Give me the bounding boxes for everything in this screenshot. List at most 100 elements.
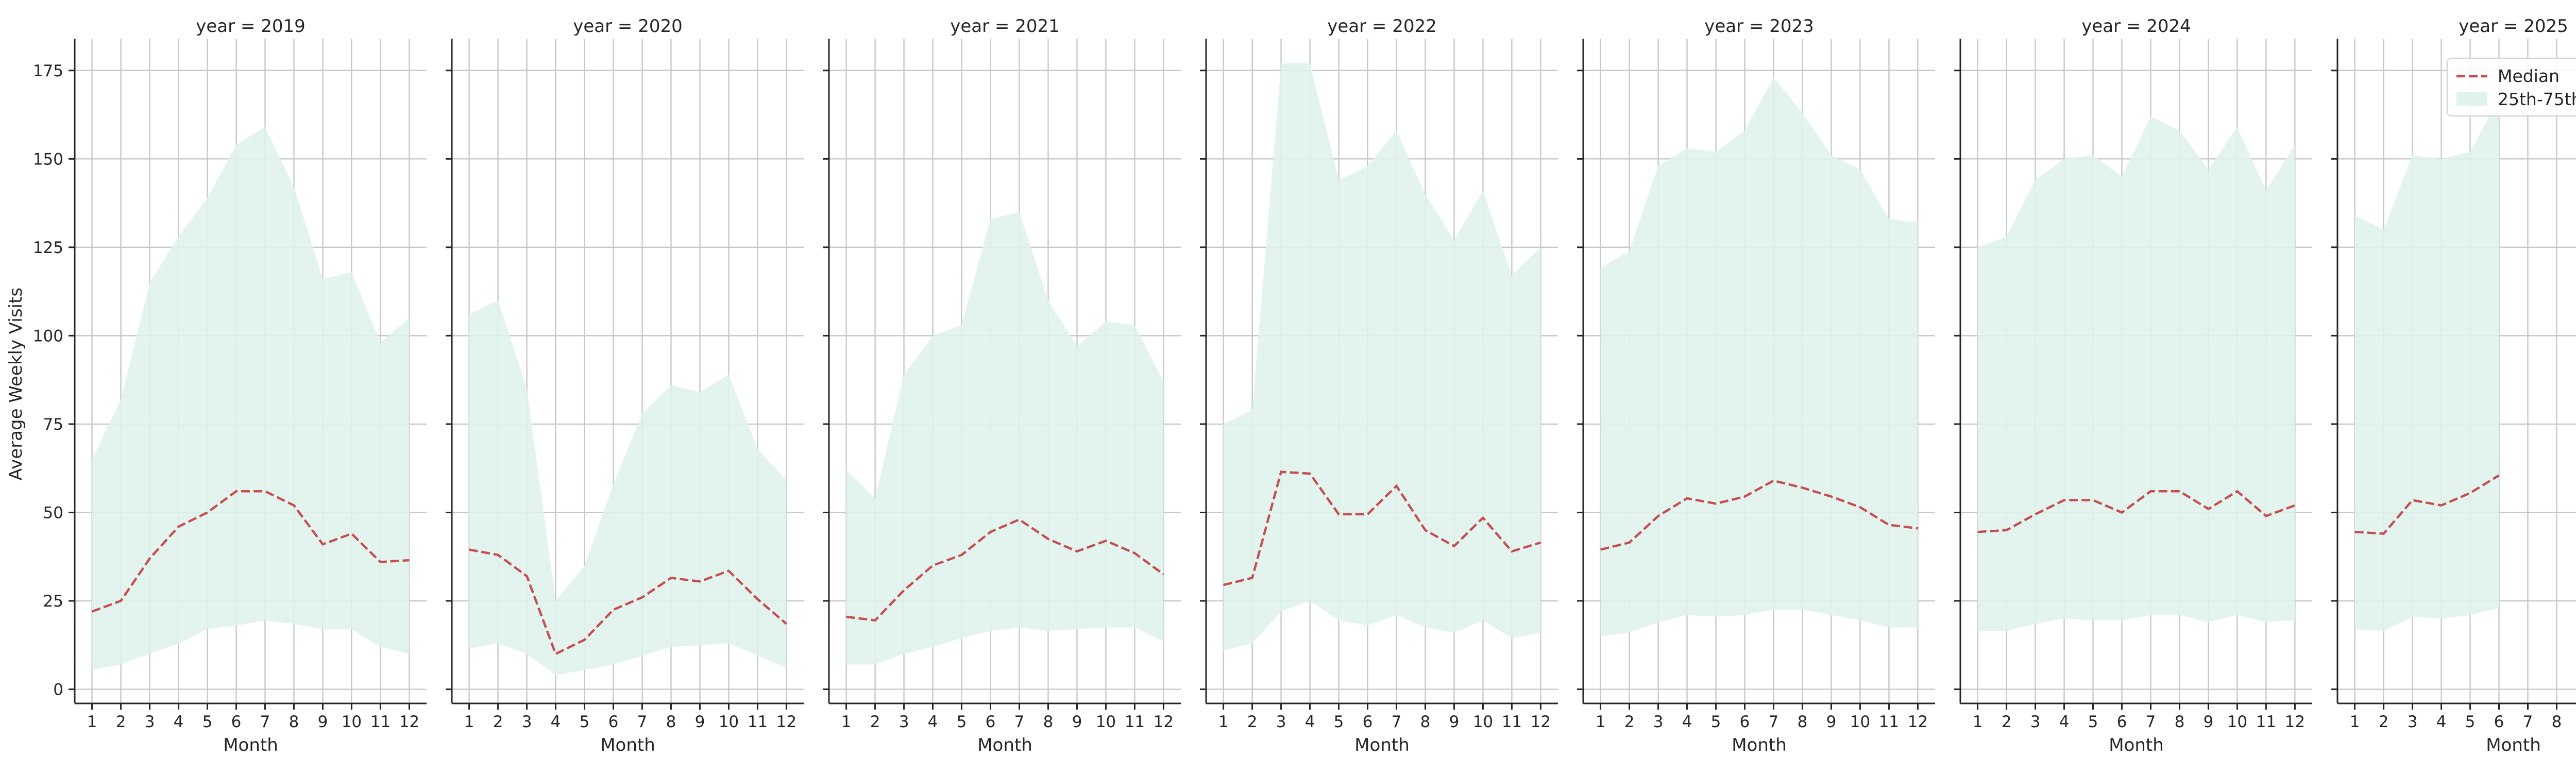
x-tick-label: 3	[899, 713, 909, 731]
x-tick-label: 10	[2227, 713, 2247, 731]
x-tick-label: 11	[370, 713, 391, 731]
x-tick-label: 8	[1043, 713, 1054, 731]
x-tick-label: 5	[1711, 713, 1721, 731]
median-line	[1223, 470, 1541, 586]
x-tick-label: 8	[1798, 713, 1808, 731]
x-tick-label: 8	[2552, 713, 2562, 731]
x-tick-label: 3	[2408, 713, 2418, 731]
x-tick-label: 1	[1596, 713, 1606, 731]
x-tick-label: 9	[695, 713, 705, 731]
x-tick-label: 2	[116, 713, 126, 731]
x-axis-label: Month	[2486, 735, 2541, 755]
x-tick-label: 4	[1682, 713, 1692, 731]
x-tick-label: 12	[776, 713, 796, 731]
x-tick-label: 11	[1502, 713, 1522, 731]
percentile-band	[846, 212, 1164, 665]
x-tick-label: 4	[1305, 713, 1315, 731]
x-tick-label: 7	[637, 713, 648, 731]
x-tick-label: 11	[748, 713, 768, 731]
x-tick-label: 11	[2256, 713, 2276, 731]
y-tick-label: 175	[33, 62, 63, 80]
x-tick-label: 7	[2146, 713, 2156, 731]
percentile-band	[1977, 116, 2295, 631]
x-tick-label: 7	[2523, 713, 2533, 731]
x-axis-label: Month	[223, 735, 278, 755]
percentile-band	[92, 127, 410, 670]
x-tick-label: 3	[2030, 713, 2041, 731]
percentile-band	[1223, 63, 1541, 651]
panel-title: year = 2019	[196, 16, 305, 37]
x-tick-label: 6	[2494, 713, 2504, 731]
x-tick-label: 12	[399, 713, 419, 731]
x-tick-label: 7	[1014, 713, 1025, 731]
x-tick-label: 3	[522, 713, 532, 731]
x-tick-label: 12	[1531, 713, 1551, 731]
x-axis-label: Month	[1732, 735, 1787, 755]
x-tick-label: 2	[1624, 713, 1635, 731]
percentile-band	[469, 300, 787, 676]
panel-title: year = 2024	[2081, 16, 2191, 37]
x-tick-label: 6	[1740, 713, 1750, 731]
percentile-band	[1600, 77, 1918, 636]
x-tick-label: 10	[342, 713, 362, 731]
x-tick-label: 9	[1826, 713, 1837, 731]
x-tick-label: 2	[870, 713, 880, 731]
panel-title: year = 2020	[573, 16, 682, 37]
x-tick-label: 6	[2117, 713, 2127, 731]
x-tick-label: 4	[928, 713, 938, 731]
x-tick-label: 3	[1653, 713, 1664, 731]
x-tick-label: 8	[1420, 713, 1431, 731]
x-axis-label: Month	[1354, 735, 1410, 755]
y-axis-label: Average Weekly Visits	[6, 288, 26, 480]
x-tick-label: 5	[1334, 713, 1344, 731]
median-line	[469, 548, 787, 656]
x-tick-label: 12	[1154, 713, 1174, 731]
x-tick-label: 5	[2465, 713, 2476, 731]
x-tick-label: 6	[986, 713, 996, 731]
x-tick-label: 6	[231, 713, 242, 731]
x-tick-label: 8	[289, 713, 299, 731]
median-line	[91, 490, 410, 613]
x-tick-label: 4	[174, 713, 184, 731]
x-tick-label: 1	[2350, 713, 2360, 731]
x-tick-label: 10	[719, 713, 739, 731]
x-tick-label: 8	[666, 713, 676, 731]
x-tick-label: 1	[1218, 713, 1229, 731]
x-tick-label: 10	[1096, 713, 1116, 731]
panel-title: year = 2022	[1327, 16, 1436, 37]
y-tick-label: 125	[33, 239, 63, 257]
percentile-band	[2354, 98, 2499, 631]
x-tick-label: 1	[87, 713, 97, 731]
legend[interactable]: Median 25th-75th Percentile	[2446, 57, 2576, 117]
x-tick-label: 4	[551, 713, 561, 731]
x-tick-label: 3	[1276, 713, 1286, 731]
x-axis-label: Month	[977, 735, 1032, 755]
panel-title: year = 2023	[1704, 16, 1814, 37]
x-tick-label: 7	[260, 713, 270, 731]
x-tick-label: 5	[2088, 713, 2098, 731]
median-line	[1600, 479, 1918, 551]
x-tick-label: 8	[2175, 713, 2185, 731]
y-tick-label: 0	[53, 681, 63, 699]
x-tick-label: 3	[145, 713, 155, 731]
x-tick-label: 1	[1973, 713, 1983, 731]
legend-median-label: Median	[2498, 66, 2560, 86]
x-tick-label: 9	[1072, 713, 1082, 731]
x-tick-label: 12	[1908, 713, 1928, 731]
x-axis-label: Month	[2109, 735, 2164, 755]
y-tick-label: 75	[43, 415, 63, 434]
x-tick-label: 12	[2285, 713, 2305, 731]
x-tick-label: 6	[1363, 713, 1373, 731]
x-tick-label: 5	[580, 713, 590, 731]
x-tick-label: 5	[202, 713, 213, 731]
median-line	[2354, 474, 2500, 535]
x-tick-label: 11	[1879, 713, 1899, 731]
